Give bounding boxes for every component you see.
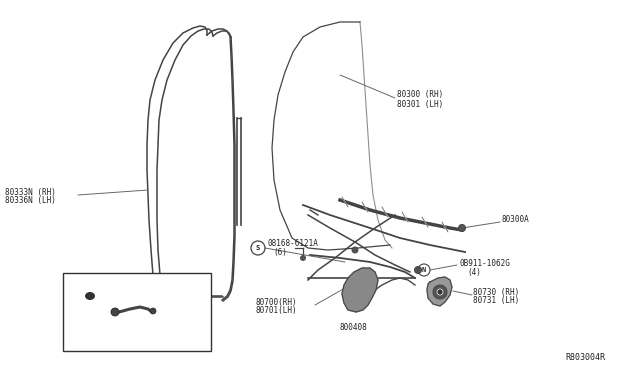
Circle shape bbox=[415, 266, 422, 273]
Text: 80333N (RH): 80333N (RH) bbox=[5, 187, 56, 196]
Circle shape bbox=[352, 247, 358, 253]
Text: 80336N (LH): 80336N (LH) bbox=[5, 196, 56, 205]
Polygon shape bbox=[342, 268, 378, 312]
Text: S: S bbox=[256, 245, 260, 251]
Circle shape bbox=[433, 285, 447, 299]
Text: 80760: 80760 bbox=[110, 321, 133, 330]
Polygon shape bbox=[427, 277, 452, 306]
Text: 80300 (RH): 80300 (RH) bbox=[397, 90, 444, 99]
Text: 0B911-1062G: 0B911-1062G bbox=[459, 259, 510, 267]
Text: 80731 (LH): 80731 (LH) bbox=[473, 296, 519, 305]
Text: 80701(LH): 80701(LH) bbox=[255, 307, 296, 315]
Text: 80301 (LH): 80301 (LH) bbox=[397, 99, 444, 109]
Text: (4): (4) bbox=[467, 267, 481, 276]
Text: 80760C: 80760C bbox=[96, 283, 124, 292]
Text: R803004R: R803004R bbox=[565, 353, 605, 362]
Text: 80730 (RH): 80730 (RH) bbox=[473, 288, 519, 296]
Circle shape bbox=[458, 224, 465, 231]
Text: (6): (6) bbox=[273, 248, 287, 257]
Circle shape bbox=[111, 308, 119, 316]
Text: N: N bbox=[422, 267, 426, 273]
Bar bbox=[63, 273, 211, 351]
Circle shape bbox=[150, 308, 156, 314]
Text: 80700(RH): 80700(RH) bbox=[255, 298, 296, 307]
Text: 800408: 800408 bbox=[340, 324, 368, 333]
Text: MANUAL WINDOW: MANUAL WINDOW bbox=[76, 336, 141, 344]
Circle shape bbox=[301, 256, 305, 260]
Text: 80300A: 80300A bbox=[502, 215, 530, 224]
Circle shape bbox=[437, 289, 443, 295]
Ellipse shape bbox=[86, 292, 95, 299]
Text: 08168-6121A: 08168-6121A bbox=[267, 240, 318, 248]
